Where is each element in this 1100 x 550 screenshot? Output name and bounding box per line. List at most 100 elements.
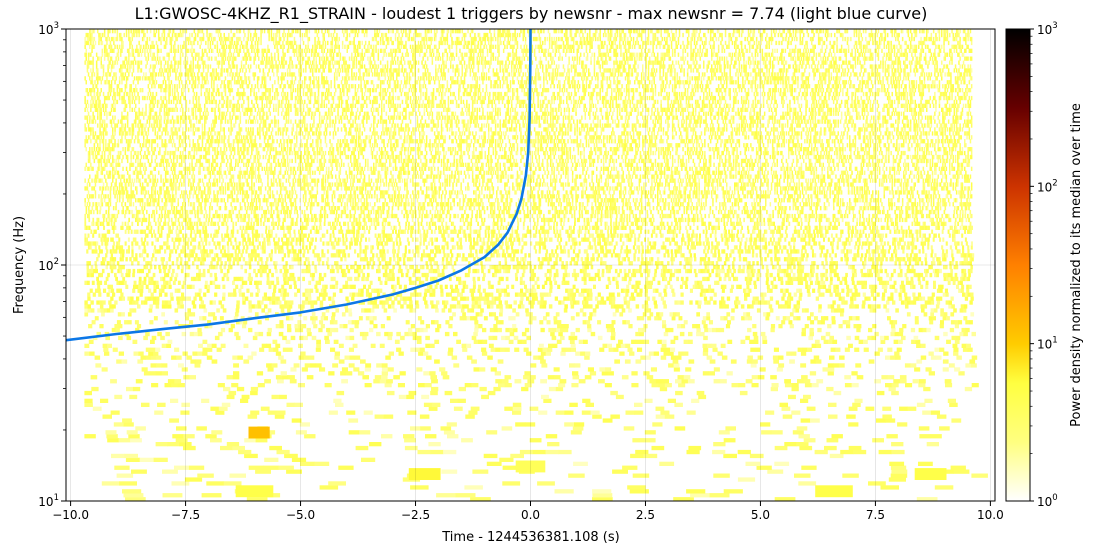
- spectrogram-cell: [174, 288, 178, 293]
- spectrogram-cell: [916, 343, 921, 348]
- spectrogram-cell: [540, 296, 544, 301]
- spectrogram-cell: [359, 245, 362, 250]
- spectrogram-cell: [653, 245, 656, 250]
- spectrogram-cell: [496, 268, 500, 274]
- spectrogram-cell: [260, 257, 263, 262]
- spectrogram-cell: [87, 296, 91, 301]
- spectrogram-cell: [132, 237, 135, 242]
- spectrogram-cell: [950, 320, 955, 325]
- spectrogram-cell: [840, 229, 842, 234]
- spectrogram-cell: [174, 237, 177, 242]
- spectrogram-cell: [541, 261, 544, 266]
- spectrogram-cell: [687, 379, 695, 384]
- spectrogram-cell: [554, 233, 557, 238]
- spectrogram-cell: [893, 379, 901, 384]
- spectrogram-cell: [965, 320, 970, 325]
- spectrogram-cell: [533, 288, 537, 293]
- spectrogram-cell: [154, 410, 164, 415]
- spectrogram-cell: [300, 233, 303, 238]
- spectrogram-cell: [528, 320, 533, 325]
- spectrogram-cell: [522, 268, 526, 274]
- spectrogram-cell: [134, 241, 137, 246]
- spectrogram-cell: [610, 241, 613, 246]
- spectrogram-cell: [606, 296, 610, 301]
- spectrogram-cell: [481, 347, 487, 352]
- spectrogram-cell: [806, 406, 816, 411]
- spectrogram-cell: [411, 249, 415, 254]
- spectrogram-cell: [387, 233, 389, 238]
- spectrogram-cell: [522, 233, 524, 238]
- spectrogram-cell: [651, 383, 659, 388]
- spectrogram-cell: [335, 280, 339, 285]
- spectrogram-cell: [255, 237, 258, 242]
- spectrogram-cell: [105, 335, 110, 341]
- spectrogram-cell: [254, 304, 259, 309]
- spectrogram-cell: [205, 225, 207, 230]
- spectrogram-cell: [347, 229, 350, 234]
- spectrogram-cell: [778, 257, 781, 262]
- spectrogram-cell: [575, 261, 579, 266]
- spectrogram-cell: [840, 308, 845, 313]
- spectrogram-cell: [581, 237, 584, 242]
- spectrogram-cell: [670, 339, 676, 344]
- spectrogram-cell: [417, 316, 422, 321]
- spectrogram-cell: [640, 355, 646, 360]
- spectrogram-cell: [347, 253, 350, 258]
- spectrogram-cell: [805, 241, 808, 246]
- spectrogram-cell: [962, 308, 967, 313]
- spectrogram-cell: [380, 324, 385, 329]
- spectrogram-cell: [774, 241, 777, 246]
- spectrogram-cell: [585, 300, 589, 305]
- spectrogram-cell: [532, 316, 537, 321]
- spectrogram-cell: [584, 355, 590, 360]
- spectrogram-cell: [465, 304, 469, 309]
- spectrogram-cell: [492, 229, 494, 234]
- spectrogram-cell: [931, 261, 934, 266]
- spectrogram-cell: [451, 245, 454, 250]
- spectrogram-cell: [897, 241, 900, 246]
- spectrogram-cell: [508, 304, 513, 309]
- spectrogram-cell: [324, 284, 328, 289]
- spectrogram-cell: [547, 347, 553, 352]
- spectrogram-cell: [147, 261, 150, 266]
- spectrogram-cell: [376, 268, 379, 274]
- spectrogram-cell: [787, 296, 791, 301]
- spectrogram-cell: [617, 257, 621, 262]
- spectrogram-cell: [199, 257, 203, 262]
- spectrogram-cell: [395, 229, 397, 234]
- spectrogram-cell: [621, 233, 624, 238]
- spectrogram-cell: [923, 241, 926, 246]
- spectrogram-cell: [203, 237, 206, 242]
- spectrogram-cell: [523, 347, 529, 352]
- spectrogram-cell: [395, 237, 398, 242]
- spectrogram-cell: [442, 237, 445, 242]
- spectrogram-cell: [90, 229, 93, 234]
- spectrogram-cell: [141, 402, 150, 407]
- spectrogram-cell: [570, 343, 576, 348]
- spectrogram-cell: [674, 253, 678, 258]
- spectrogram-cell: [329, 268, 333, 274]
- spectrogram-cell: [308, 265, 311, 270]
- spectrogram-cell: [813, 237, 816, 242]
- spectrogram-cell: [811, 249, 814, 254]
- spectrogram-cell: [177, 288, 181, 293]
- spectrogram-cell: [722, 300, 726, 305]
- spectrogram-cell: [425, 343, 431, 348]
- spectrogram-cell: [248, 304, 252, 309]
- spectrogram-cell: [420, 426, 431, 431]
- spectrogram-cell: [407, 241, 410, 246]
- spectrogram-cell: [118, 265, 121, 270]
- spectrogram-cell: [230, 241, 233, 246]
- spectrogram-cell: [881, 253, 884, 258]
- spectrogram-cell: [800, 280, 804, 285]
- spectrogram-cell: [789, 359, 795, 364]
- spectrogram-cell: [664, 245, 667, 250]
- spectrogram-cell: [107, 343, 112, 348]
- spectrogram-cell: [168, 265, 172, 270]
- spectrogram-cell: [114, 272, 117, 278]
- spectrogram-cell: [465, 284, 469, 289]
- spectrogram-cell: [185, 261, 189, 266]
- spectrogram-cell: [693, 253, 696, 258]
- spectrogram-cell: [427, 241, 430, 246]
- spectrogram-cell: [538, 343, 544, 348]
